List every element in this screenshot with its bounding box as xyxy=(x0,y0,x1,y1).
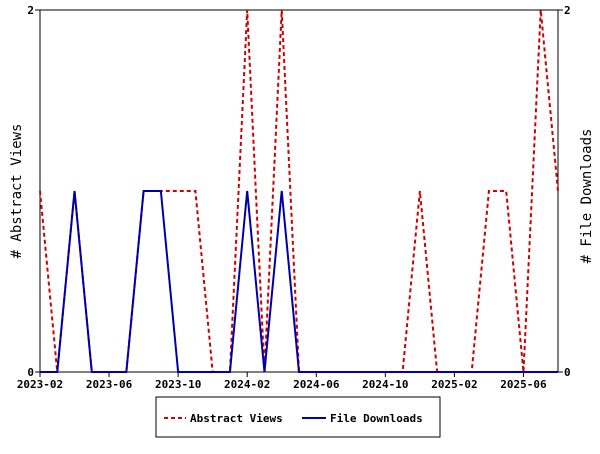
x-tick-label: 2025-06 xyxy=(500,378,547,391)
legend-label-file-downloads: File Downloads xyxy=(330,412,423,425)
x-tick-label: 2023-06 xyxy=(86,378,133,391)
x-tick-label: 2025-02 xyxy=(431,378,477,391)
y-right-tick-label: 2 xyxy=(564,4,571,17)
series-layer xyxy=(39,9,559,373)
x-axis: 2023-02 2023-06 2023-10 2024-02 2024-06 2024-… xyxy=(17,372,547,391)
plot-area-frame xyxy=(39,9,559,373)
y-right-tick-label: 0 xyxy=(564,366,571,379)
x-tick-label: 2023-10 xyxy=(155,378,201,391)
legend-box xyxy=(155,396,441,438)
left-y-axis: 02 xyxy=(27,4,40,379)
x-tick-label: 2023-02 xyxy=(17,378,63,391)
x-tick-label: 2024-06 xyxy=(293,378,340,391)
series-line-file-downloads xyxy=(40,190,558,373)
y-left-tick-label: 2 xyxy=(27,4,34,17)
legend: Abstract Views File Downloads xyxy=(155,396,441,438)
series-line-abstract-views xyxy=(39,9,559,373)
right-y-axis: 02 xyxy=(558,4,571,379)
legend-label-abstract-views: Abstract Views xyxy=(190,412,283,425)
x-tick-label: 2024-10 xyxy=(362,378,408,391)
x-tick-label: 2024-02 xyxy=(224,378,270,391)
right-axis-title: # File Downloads xyxy=(579,129,595,264)
y-left-tick-label: 0 xyxy=(27,366,34,379)
left-axis-title: # Abstract Views xyxy=(9,124,25,259)
